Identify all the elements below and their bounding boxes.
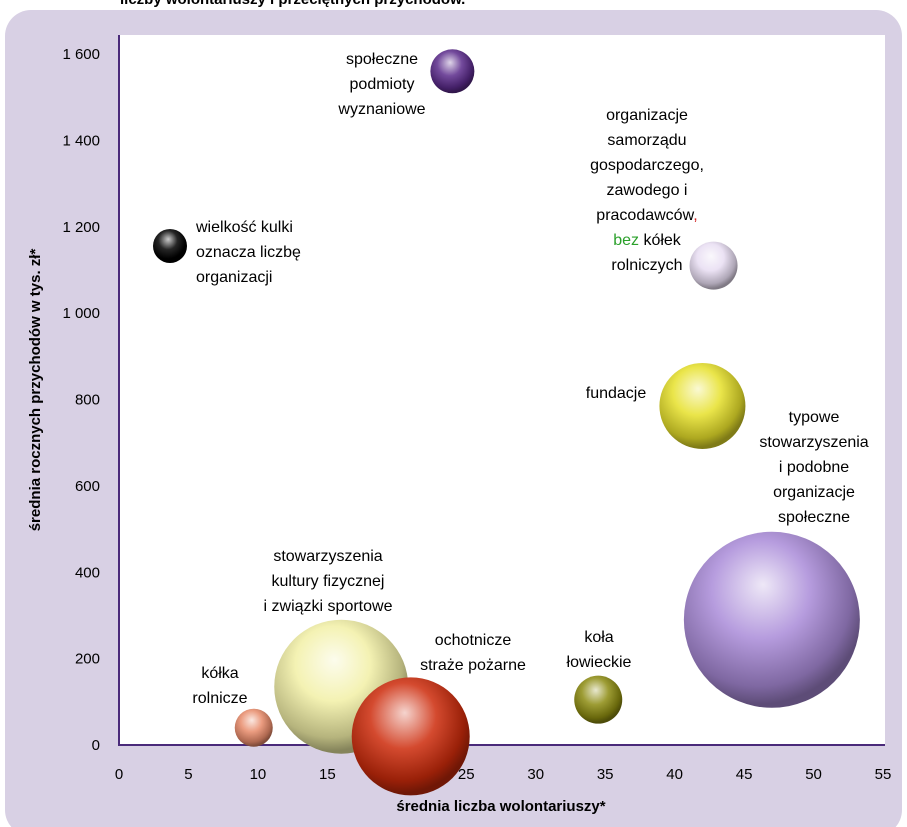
y-tick-labels: 0 200 400 600 800 1 000 1 200 1 400 1 600 <box>62 46 100 754</box>
bubble-fundacje <box>659 362 746 449</box>
bubble-label-spoleczne-podmioty-wyznaniowe: wyznaniowe <box>337 101 425 118</box>
bubble-label-organizacje-samorzadu: gospodarczego, <box>590 157 704 174</box>
x-tick-label: 30 <box>527 766 544 783</box>
x-tick-label: 15 <box>319 766 336 783</box>
bubble-label-organizacje-samorzadu: organizacje <box>606 107 688 124</box>
size-legend: wielkość kulki oznacza liczbę organizacji <box>153 219 301 286</box>
bubble-label-part: organizacje <box>606 107 688 124</box>
y-tick-label: 800 <box>75 392 100 409</box>
y-tick-label: 1 600 <box>62 46 100 63</box>
bubble-label-part: , <box>693 207 697 224</box>
bubble-label-part: typowe <box>789 409 840 426</box>
bubble-label-stowarzyszenia-kultury-fizycznej: kultury fizycznej <box>272 573 385 590</box>
bubble-label-spoleczne-podmioty-wyznaniowe: społeczne <box>346 51 418 68</box>
bubble-label-part: podmioty <box>350 76 415 93</box>
y-tick-label: 200 <box>75 651 100 668</box>
y-tick-label: 1 400 <box>62 132 100 149</box>
bubble-label-part: rolniczych <box>611 257 682 274</box>
y-tick-label: 1 000 <box>62 305 100 322</box>
bubble-label-part: ochotnicze <box>435 632 512 649</box>
legend-text-line: organizacji <box>196 269 272 286</box>
bubble-label-part: gospodarczego, <box>590 157 704 174</box>
bubble-label-part: zawodego i <box>607 182 688 199</box>
bubble-spoleczne-podmioty-wyznaniowe <box>430 49 475 94</box>
bubble-label-part: stowarzyszenia <box>273 548 382 565</box>
bubble-label-part: organizacje <box>773 484 855 501</box>
bubble-label-part: koła <box>584 629 613 646</box>
y-tick-label: 0 <box>92 737 100 754</box>
bubble-label-part: kółka <box>201 665 238 682</box>
bubble-label-spoleczne-podmioty-wyznaniowe: podmioty <box>350 76 415 93</box>
bubble-label-part: wyznaniowe <box>337 101 425 118</box>
bubble-label-kola-lowieckie: łowieckie <box>567 654 632 671</box>
bubble-label-organizacje-samorzadu: pracodawców, <box>596 207 697 224</box>
bubble-label-part: kółek <box>639 232 682 249</box>
bubble-label-ochotnicze-straze-pozarne: ochotnicze <box>435 632 512 649</box>
y-tick-label: 1 200 <box>62 219 100 236</box>
x-tick-label: 5 <box>184 766 192 783</box>
bubble-label-part: kultury fizycznej <box>272 573 385 590</box>
x-tick-label: 25 <box>458 766 475 783</box>
bubble-label-part: bez <box>613 232 639 249</box>
bubble-typowe-stowarzyszenia <box>683 531 860 708</box>
y-axis-title: średnia rocznych przychodów w tys. zł* <box>27 249 44 532</box>
bubble-label-stowarzyszenia-kultury-fizycznej: i związki sportowe <box>264 598 393 615</box>
bubble-label-kolka-rolnicze: kółka <box>201 665 238 682</box>
x-tick-label: 35 <box>597 766 614 783</box>
bubble-label-kola-lowieckie: koła <box>584 629 613 646</box>
x-tick-label: 45 <box>736 766 753 783</box>
bubble-label-organizacje-samorzadu: samorządu <box>607 132 686 149</box>
bubble-label-part: fundacje <box>586 385 647 402</box>
bubble-label-typowe-stowarzyszenia: organizacje <box>773 484 855 501</box>
bubble-kolka-rolnicze <box>234 708 273 747</box>
bubble-label-typowe-stowarzyszenia: społeczne <box>778 509 850 526</box>
bubble-ochotnicze-straze-pozarne <box>351 677 470 796</box>
x-tick-label: 10 <box>250 766 267 783</box>
bubble-label-organizacje-samorzadu: bez kółek <box>613 232 682 249</box>
bubble-label-part: i związki sportowe <box>264 598 393 615</box>
x-tick-label: 55 <box>875 766 892 783</box>
x-axis-title: średnia liczba wolontariuszy* <box>396 798 605 815</box>
bubble-label-part: społeczne <box>778 509 850 526</box>
bubble-label-part: łowieckie <box>567 654 632 671</box>
bubble-label-part: stowarzyszenia <box>759 434 868 451</box>
bubble-label-stowarzyszenia-kultury-fizycznej: stowarzyszenia <box>273 548 382 565</box>
bubble-label-ochotnicze-straze-pozarne: straże pożarne <box>420 657 526 674</box>
legend-text-line: wielkość kulki <box>195 219 293 236</box>
legend-text-line: oznacza liczbę <box>196 244 301 261</box>
bubble-label-part: samorządu <box>607 132 686 149</box>
x-tick-label: 0 <box>115 766 123 783</box>
bubbles-layer <box>234 49 860 796</box>
x-tick-label: 50 <box>805 766 822 783</box>
bubble-label-part: straże pożarne <box>420 657 526 674</box>
legend-bubble <box>153 229 187 263</box>
chart-title: liczby wolontariuszy i przeciętnych przy… <box>120 0 465 8</box>
bubble-labels-layer: społeczne podmioty wyznaniowe organizacje sa… <box>192 51 868 707</box>
bubble-label-typowe-stowarzyszenia: typowe <box>789 409 840 426</box>
bubble-label-typowe-stowarzyszenia: stowarzyszenia <box>759 434 868 451</box>
bubble-label-part: i podobne <box>779 459 849 476</box>
bubble-label-organizacje-samorzadu: zawodego i <box>607 182 688 199</box>
bubble-label-typowe-stowarzyszenia: i podobne <box>779 459 849 476</box>
bubble-kola-lowieckie <box>574 675 623 724</box>
bubble-label-fundacje: fundacje <box>586 385 647 402</box>
bubble-label-kolka-rolnicze: rolnicze <box>192 690 247 707</box>
bubble-label-part: pracodawców <box>596 207 694 224</box>
bubble-label-organizacje-samorzadu: rolniczych <box>611 257 682 274</box>
y-tick-label: 600 <box>75 478 100 495</box>
bubble-label-part: społeczne <box>346 51 418 68</box>
y-tick-label: 400 <box>75 564 100 581</box>
x-tick-label: 40 <box>666 766 683 783</box>
bubble-label-part: rolnicze <box>192 690 247 707</box>
bubble-organizacje-samorzadu <box>689 241 738 290</box>
